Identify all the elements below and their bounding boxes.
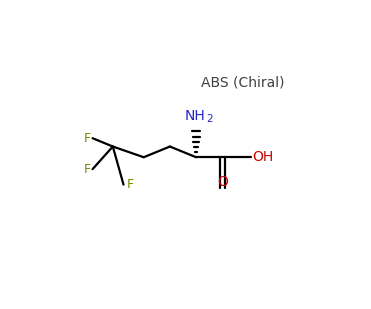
Text: F: F [127, 178, 134, 191]
Text: OH: OH [252, 150, 273, 164]
Text: ABS (Chiral): ABS (Chiral) [201, 75, 284, 89]
Text: F: F [83, 132, 91, 145]
Text: NH: NH [184, 109, 205, 123]
Text: F: F [83, 163, 91, 176]
Text: O: O [217, 175, 228, 189]
Text: 2: 2 [206, 114, 213, 125]
